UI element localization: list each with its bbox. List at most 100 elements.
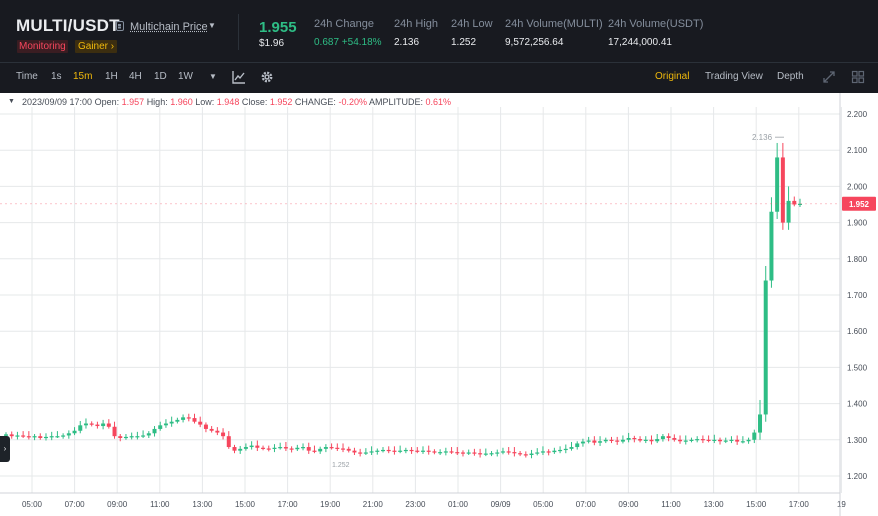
x-tick-label: 11:00 [661,500,681,509]
x-tick-label: 05:00 [22,500,43,509]
last-price: 1.955 [259,19,297,36]
stat-value: 1.252 [451,37,477,48]
candle-body [672,437,677,440]
side-panel-handle[interactable]: › [0,436,10,462]
candle-body [135,436,140,438]
candle-body [123,436,128,439]
stat-value: 17,244,000.41 [608,37,672,48]
candle-body [775,157,780,212]
candle-body [255,445,260,448]
settings-icon[interactable] [260,70,274,84]
legend-low: 1.948 [216,97,240,107]
x-tick-label: 09:00 [107,500,128,509]
candle-body [592,440,597,443]
view-depth[interactable]: Depth [777,71,804,82]
x-tick-label: 19 [837,500,846,509]
candle-body [369,451,374,453]
candle-body [683,440,688,442]
interval-more-chevron-icon[interactable]: ▼ [209,72,217,81]
stat-value: 0.687 +54.18% [314,37,382,48]
candle-body [518,453,523,455]
multichain-price-link[interactable]: Multichain Price [130,21,208,33]
candle-body [323,447,328,449]
candle-body [500,451,505,453]
candle-body [495,452,500,454]
interval-1s[interactable]: 1s [51,71,62,82]
candle-body [678,439,683,442]
candle-body [546,451,551,453]
x-tick-label: 07:00 [576,500,597,509]
x-tick-label: 05:00 [533,500,554,509]
candle-body [318,448,323,452]
candle-body [740,441,745,443]
contract-info-icon[interactable] [116,21,124,31]
candle-body [335,447,340,449]
candle-body [83,423,88,426]
candle-body [580,441,585,444]
candle-body [460,452,465,454]
stat-value: 9,572,256.64 [505,37,564,48]
candle-body [266,448,271,450]
stat-label: 24h Low [451,18,493,30]
candle-body [746,439,751,442]
candle-body [101,423,106,427]
indicator-icon[interactable] [232,70,246,84]
interval-time[interactable]: Time [16,71,38,82]
candle-body [398,450,403,452]
low-marker-label: 1.252 [332,462,350,469]
candlestick-chart[interactable]: 2.200 2.100 2.000 1.900 1.800 1.700 1.600 1.500… [0,93,878,516]
interval-4h[interactable]: 4H [129,71,142,82]
y-tick-label: 2.000 [847,182,868,191]
candle-body [478,453,483,455]
stat-value: 2.136 [394,37,420,48]
candle-body [249,445,254,448]
candle-body [632,437,637,440]
pair-title[interactable]: MULTI/USDT [16,16,120,35]
candle-body [798,203,802,205]
legend-high: 1.960 [170,97,193,107]
candle-body [186,417,191,419]
candle-body [655,439,660,442]
chevron-down-icon[interactable]: ▼ [208,21,216,30]
legend-close: 1.952 [269,97,293,107]
candle-body [718,439,723,442]
candle-body [26,436,31,438]
x-tick-label: 01:00 [448,500,469,509]
legend-collapse-chevron-icon[interactable]: ▼ [8,98,15,105]
interval-15m[interactable]: 15m [73,71,93,82]
candle-body [792,200,797,205]
candle-body [238,448,243,451]
gainer-tag[interactable]: Gainer › [75,40,118,53]
interval-1h[interactable]: 1H [105,71,118,82]
view-trading-view[interactable]: Trading View [705,71,763,82]
legend-amplitude: 0.61% [425,97,452,107]
candle-body [341,448,346,450]
candle-body [209,428,214,431]
candle-body [203,424,208,429]
candle-body [643,439,648,441]
view-original[interactable]: Original [655,71,690,82]
candle-body [689,439,694,441]
candle-body [426,450,431,452]
candle-body [9,434,14,437]
x-tick-label: 09/09 [491,500,512,509]
interval-1w[interactable]: 1W [178,71,193,82]
candle-body [466,452,471,454]
candle-body [106,423,111,427]
legend-high-label: High: [146,97,168,107]
expand-icon[interactable] [822,70,836,84]
candle-body [21,435,26,437]
legend-open-label: Open: [94,97,120,107]
candle-body [666,436,671,438]
candle-body [392,450,397,452]
candle-body [221,432,226,437]
candle-body [609,439,614,441]
grid-layout-icon[interactable] [851,70,865,84]
interval-1d[interactable]: 1D [154,71,167,82]
x-tick-label: 15:00 [746,500,767,509]
chart-canvas[interactable]: 2.200 2.100 2.000 1.900 1.800 1.700 1.600 1.500… [0,93,878,516]
candle-body [32,436,37,438]
candle-body [232,447,237,451]
legend-open: 1.957 [121,97,145,107]
monitoring-tag[interactable]: Monitoring [17,40,68,53]
